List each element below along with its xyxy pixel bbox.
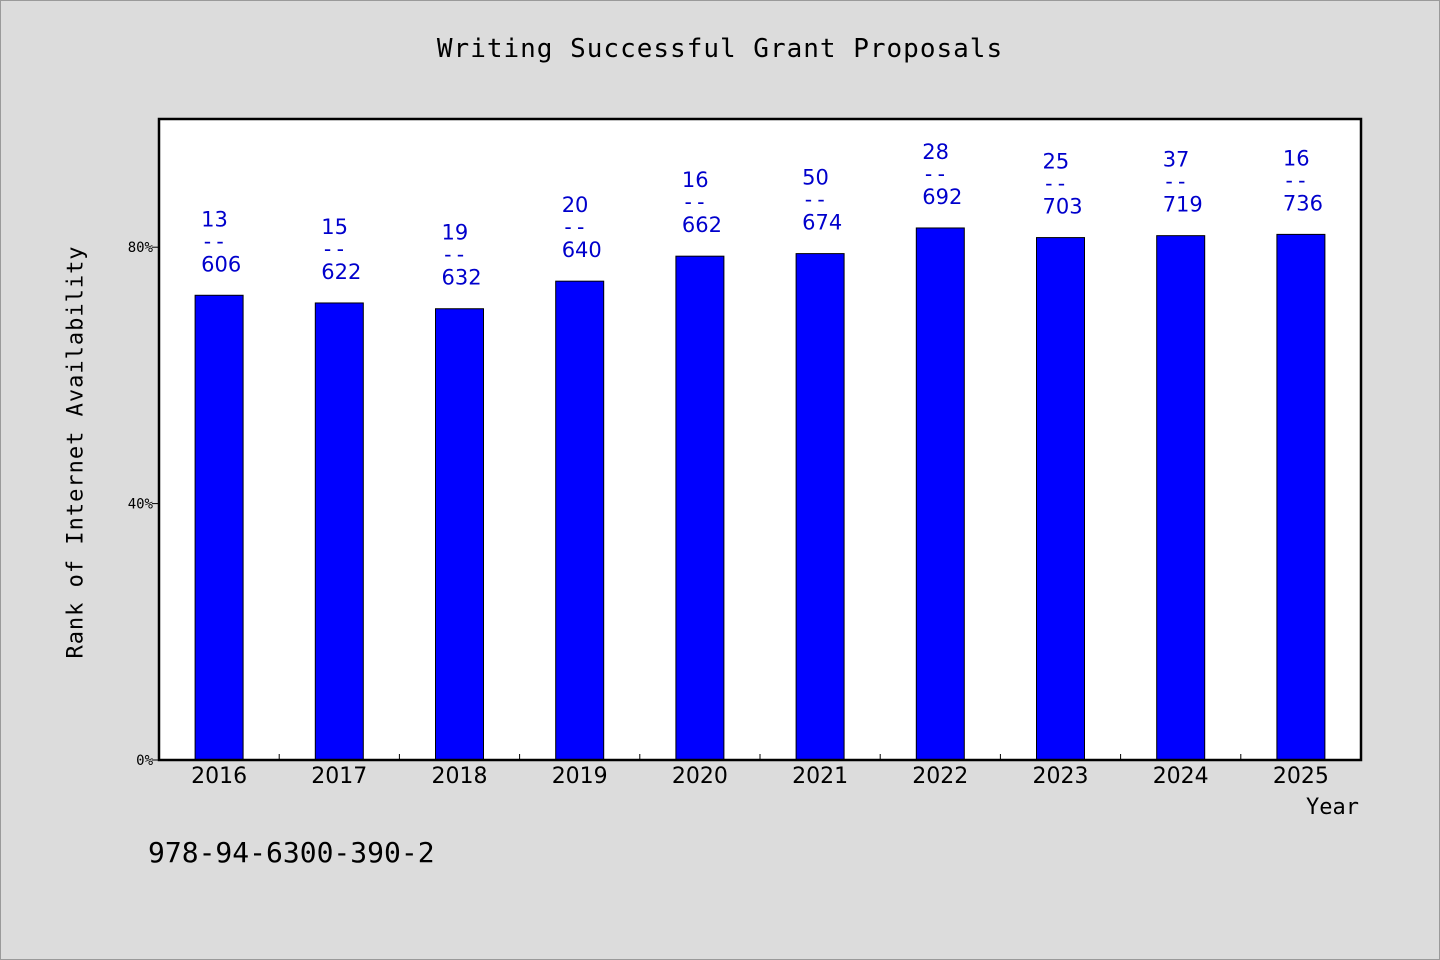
data-label-separator: -- — [321, 237, 346, 261]
data-label-separator: -- — [922, 162, 947, 186]
data-label-bottom: 719 — [1163, 193, 1203, 217]
data-label-separator: -- — [1163, 170, 1188, 194]
x-tick-label: 2018 — [432, 764, 488, 789]
data-label-separator: -- — [682, 190, 707, 214]
x-tick-label: 2020 — [672, 764, 728, 789]
data-label-bottom: 703 — [1043, 195, 1083, 219]
x-tick-label: 2016 — [191, 764, 247, 789]
data-label-top: 25 — [1043, 150, 1070, 174]
data-label-top: 16 — [1283, 146, 1310, 170]
bar-2020 — [675, 255, 725, 761]
data-label-separator: -- — [1283, 168, 1308, 192]
x-axis-label: Year — [1306, 795, 1359, 820]
data-label-separator: -- — [1043, 172, 1068, 196]
data-label-top: 28 — [922, 140, 949, 164]
isbn-text: 978-94-6300-390-2 — [148, 836, 435, 869]
data-label-separator: -- — [201, 229, 226, 253]
bar-2016 — [194, 294, 244, 761]
bar-2018 — [435, 308, 484, 761]
data-label-bottom: 692 — [922, 185, 962, 209]
data-label-bottom: 640 — [562, 238, 602, 262]
data-label-top: 16 — [682, 168, 709, 192]
bar-2023 — [1036, 237, 1085, 761]
x-tick-label: 2022 — [912, 764, 968, 789]
y-tick-label: 80% — [128, 240, 154, 256]
data-label-separator: -- — [442, 243, 467, 267]
data-label-bottom: 662 — [682, 213, 722, 237]
bar-2025 — [1276, 233, 1326, 761]
plot-border — [157, 117, 1363, 762]
y-axis-label: Rank of Internet Availability — [63, 245, 89, 659]
data-label-top: 37 — [1163, 148, 1190, 172]
data-label-bottom: 632 — [442, 266, 482, 290]
bar-2022 — [915, 227, 965, 761]
data-label-top: 15 — [321, 215, 348, 239]
bar-2017 — [314, 302, 364, 761]
bar-2021 — [795, 253, 845, 761]
y-tick-label: 0% — [136, 753, 153, 769]
bar-2024 — [1156, 235, 1206, 761]
bar-2019 — [555, 280, 605, 761]
x-tick-label: 2024 — [1153, 764, 1209, 789]
data-label-top: 50 — [802, 166, 829, 190]
data-label-top: 20 — [562, 193, 589, 217]
x-tick-label: 2025 — [1273, 764, 1329, 789]
data-label-top: 13 — [201, 207, 228, 231]
y-tick-label: 40% — [128, 497, 154, 513]
data-label-bottom: 674 — [802, 211, 842, 235]
chart-title: Writing Successful Grant Proposals — [436, 34, 1004, 64]
x-tick-label: 2021 — [792, 764, 848, 789]
data-label-separator: -- — [562, 215, 587, 239]
data-label-top: 19 — [442, 221, 469, 245]
data-label-bottom: 622 — [321, 260, 361, 284]
data-label-bottom: 606 — [201, 252, 241, 276]
x-tick-label: 2017 — [311, 764, 367, 789]
data-label-bottom: 736 — [1283, 191, 1323, 215]
x-tick-label: 2023 — [1033, 764, 1089, 789]
data-label-separator: -- — [802, 188, 827, 212]
x-tick-label: 2019 — [552, 764, 608, 789]
